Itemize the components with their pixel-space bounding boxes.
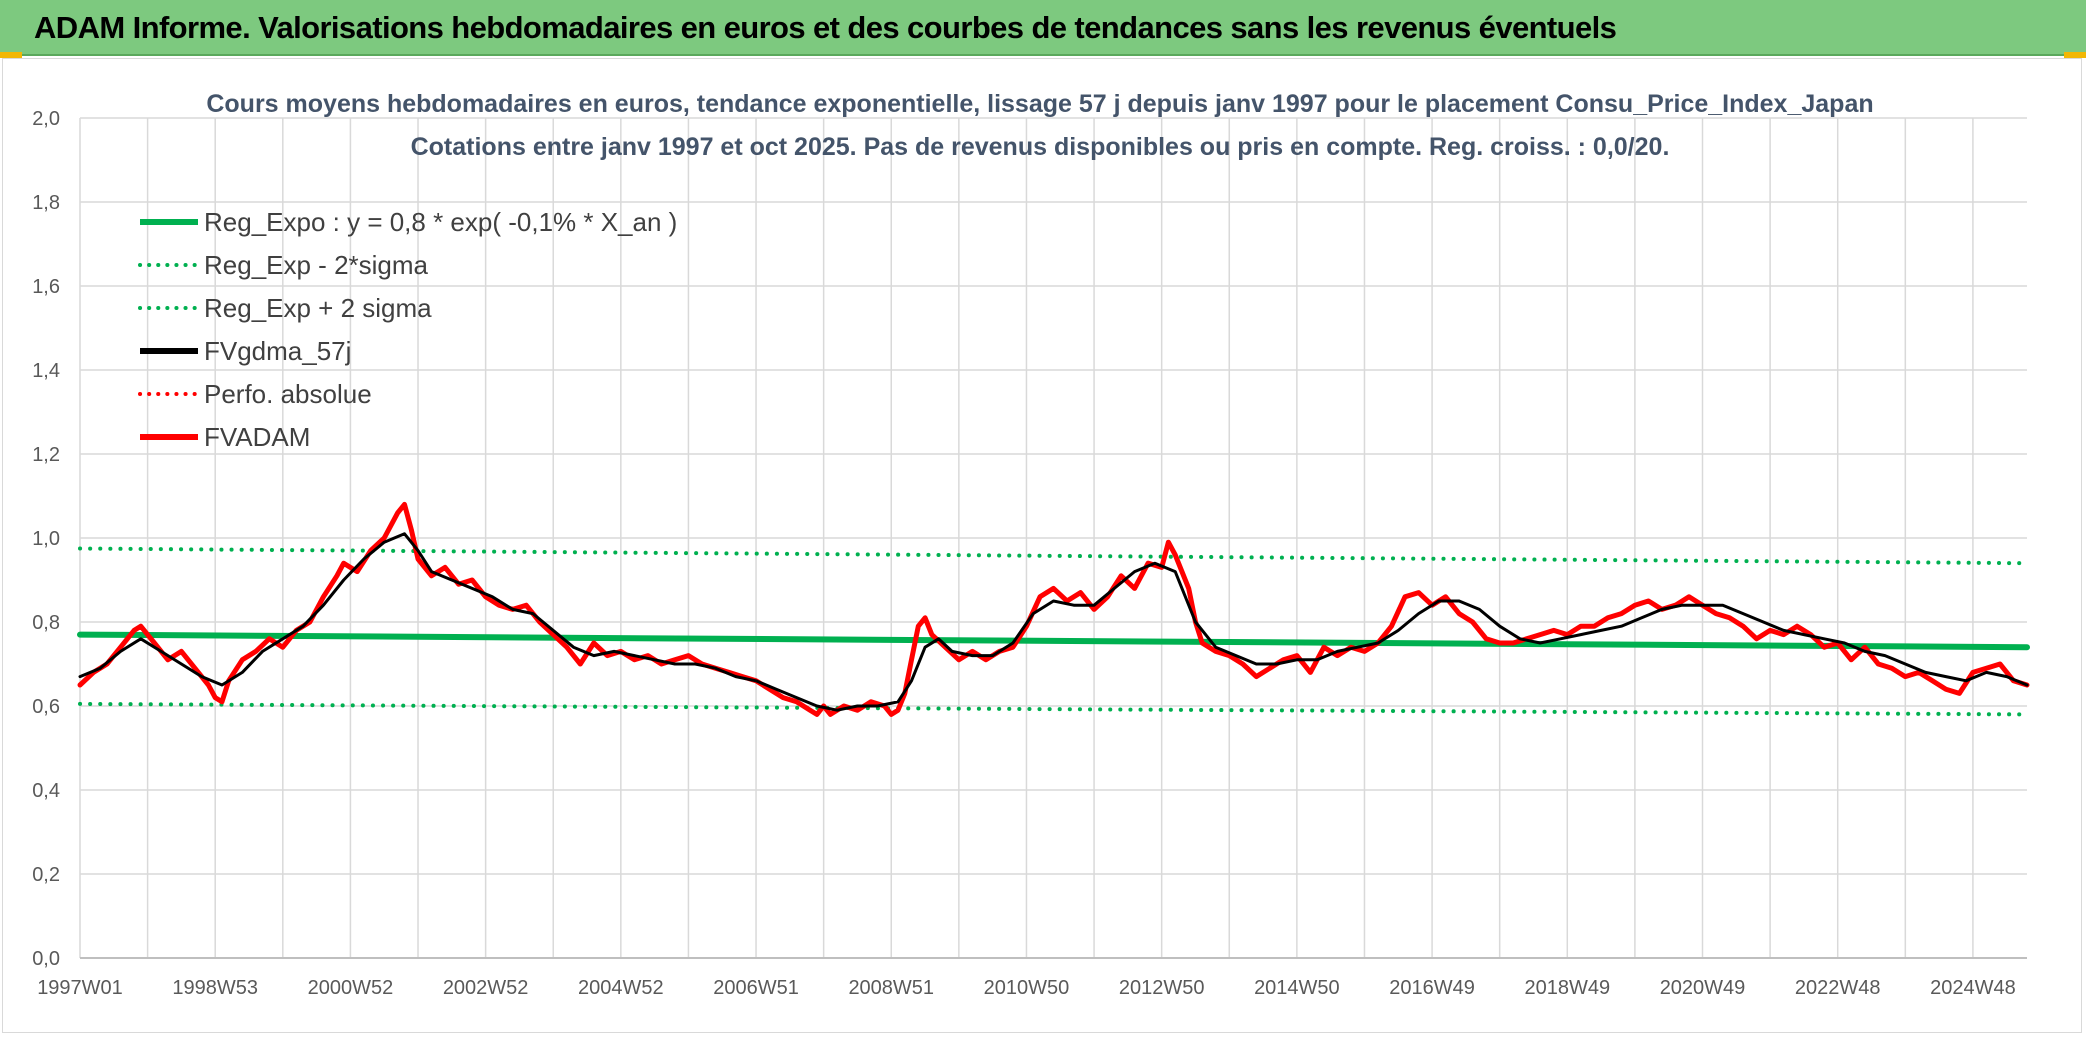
grid <box>79 117 2027 959</box>
series-line-2 <box>78 546 2029 566</box>
x-tick-label: 2024W48 <box>1930 977 2016 999</box>
corner-mark-right <box>2064 52 2086 58</box>
y-tick-label: 1,8 <box>32 192 60 214</box>
series-line-0 <box>77 631 2030 651</box>
x-tick-label: 2004W52 <box>578 977 664 999</box>
x-tick-label: 2002W52 <box>443 977 529 999</box>
x-tick-label: 2000W52 <box>308 977 394 999</box>
y-tick-label: 0,4 <box>32 780 60 802</box>
series <box>77 501 2030 717</box>
legend-label: FVgdma_57j <box>204 336 351 366</box>
y-tick-label: 1,4 <box>32 360 60 382</box>
x-tick-label: 2006W51 <box>713 977 799 999</box>
x-tick-label: 2010W50 <box>984 977 1070 999</box>
y-tick-label: 1,6 <box>32 276 60 298</box>
x-tick-label: 2020W49 <box>1660 977 1746 999</box>
y-tick-label: 2,0 <box>32 108 60 130</box>
y-tick-label: 0,8 <box>32 612 60 634</box>
x-tick-label: 1997W01 <box>37 977 123 999</box>
y-tick-label: 0,2 <box>32 864 60 886</box>
report-title: ADAM Informe. Valorisations hebdomadaire… <box>34 10 1617 45</box>
x-tick-label: 1998W53 <box>172 977 258 999</box>
legend-label: Reg_Exp + 2 sigma <box>204 293 432 323</box>
legend-label: Reg_Expo : y = 0,8 * exp( -0,1% * X_an ) <box>204 207 677 237</box>
x-tick-label: 2022W48 <box>1795 977 1881 999</box>
legend-label: FVADAM <box>204 422 310 452</box>
y-tick-label: 1,2 <box>32 444 60 466</box>
x-tick-label: 2014W50 <box>1254 977 1340 999</box>
chart-title: Cours moyens hebdomadaires en euros, ten… <box>206 90 1873 118</box>
legend: Reg_Expo : y = 0,8 * exp( -0,1% * X_an )… <box>138 207 677 452</box>
legend-label: Perfo. absolue <box>204 379 372 409</box>
x-tick-label: 2018W49 <box>1524 977 1610 999</box>
corner-mark-left <box>0 52 22 58</box>
series-line-5 <box>77 501 2030 717</box>
y-tick-label: 1,0 <box>32 528 60 550</box>
axes: 0,0 0,2 0,4 0,6 0,8 1,0 1,2 1,4 1,6 1,8 2,0 1997W01… <box>32 108 2027 999</box>
chart-frame <box>2 58 2082 1033</box>
series-line-3 <box>78 532 2029 712</box>
y-tick-label: 0,6 <box>32 696 60 718</box>
chart-subtitle: Cotations entre janv 1997 et oct 2025. P… <box>411 133 1670 161</box>
report-header: ADAM Informe. Valorisations hebdomadaire… <box>0 0 2086 56</box>
series-line-1 <box>78 701 2029 717</box>
x-tick-label: 2016W49 <box>1389 977 1475 999</box>
x-tick-label: 2008W51 <box>848 977 934 999</box>
legend-label: Reg_Exp - 2*sigma <box>204 250 429 280</box>
y-tick-label: 0,0 <box>32 948 60 970</box>
x-tick-label: 2012W50 <box>1119 977 1205 999</box>
